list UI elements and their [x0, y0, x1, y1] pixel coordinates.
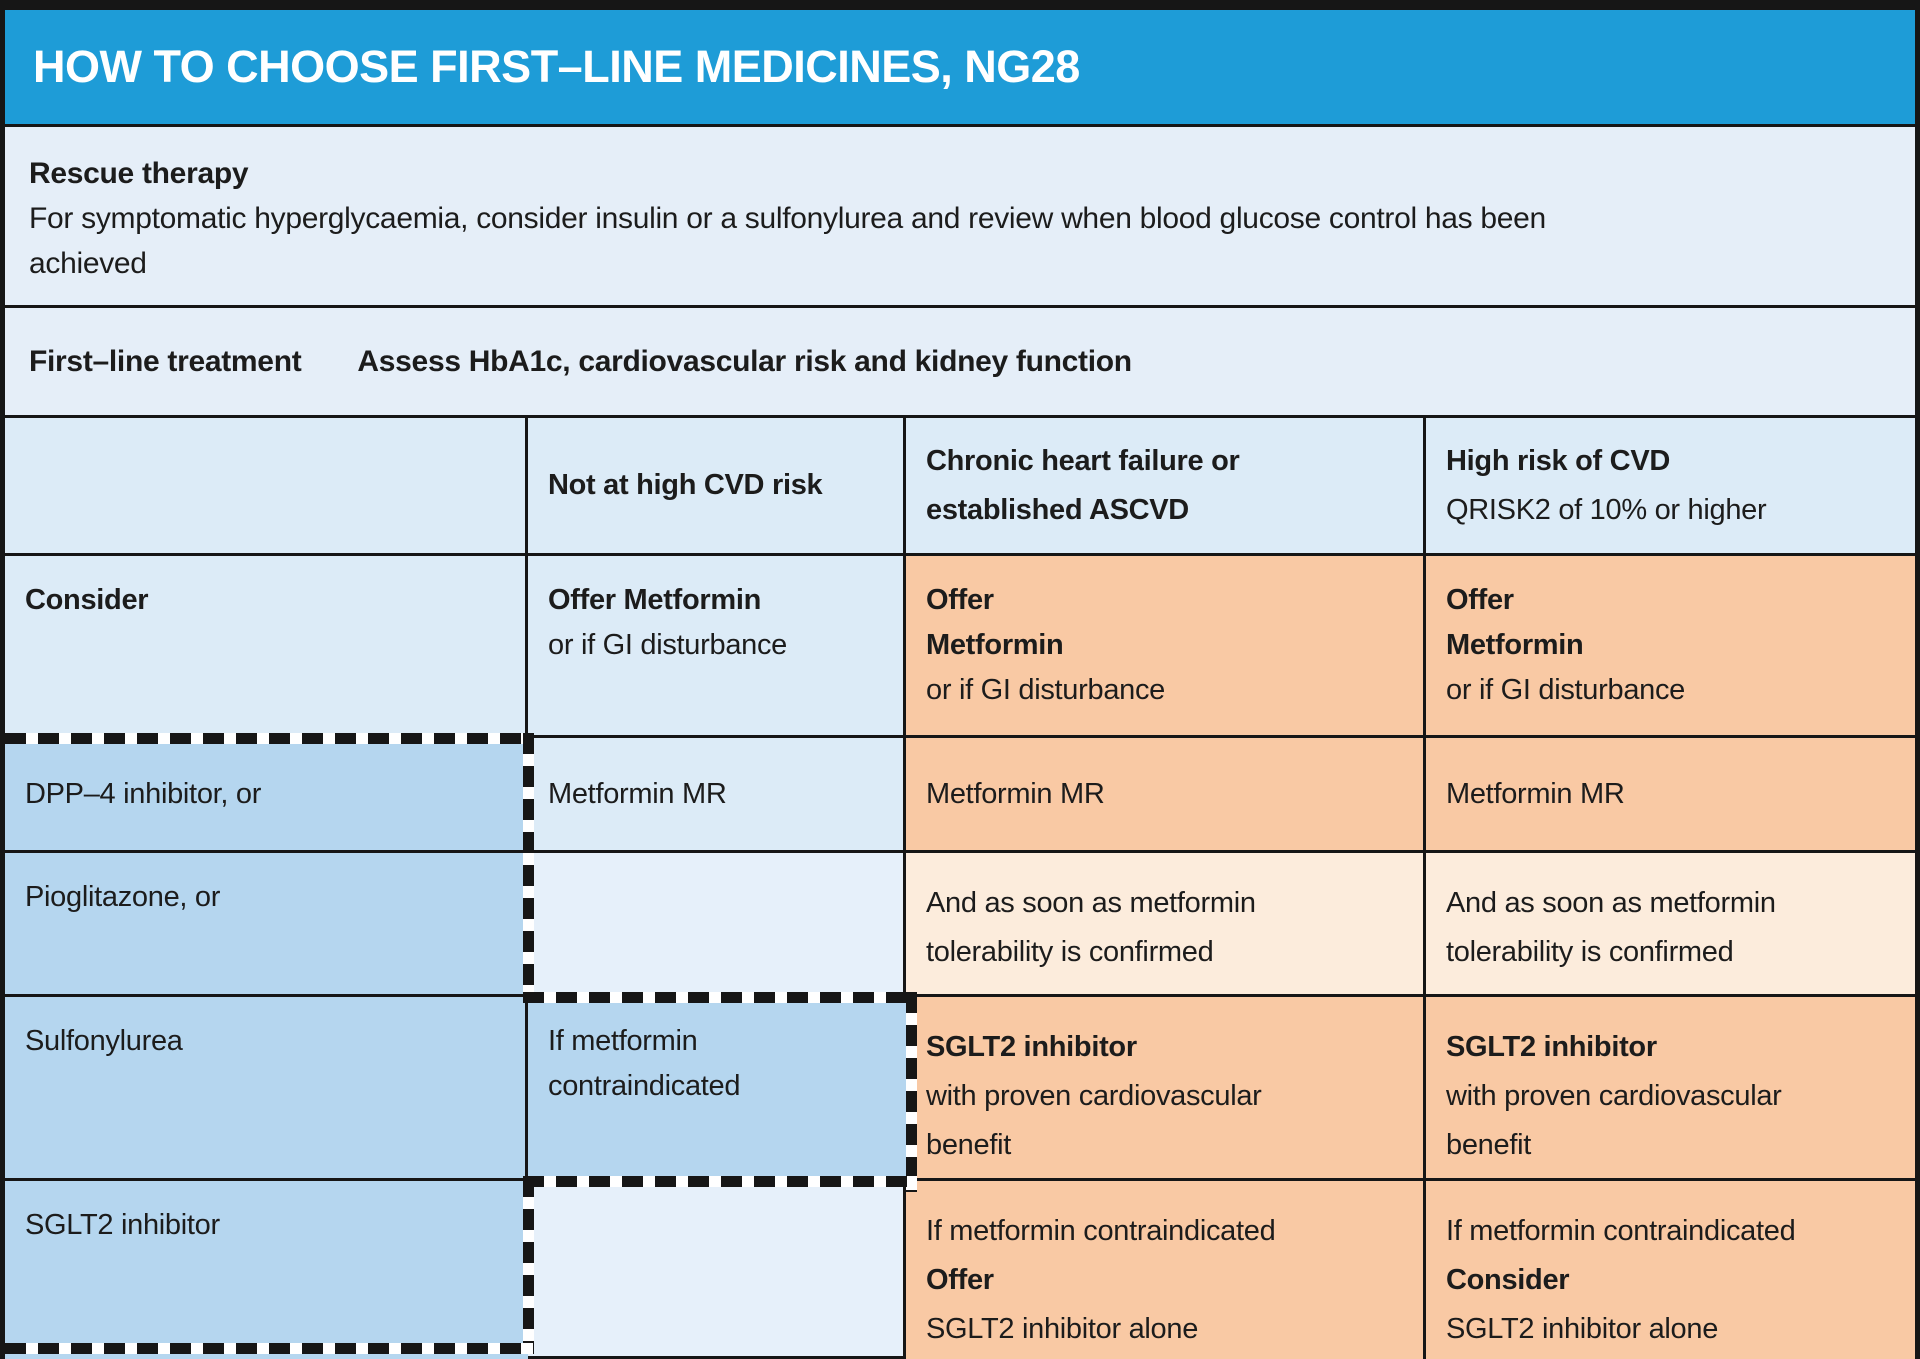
cell-dpp4-high: Metformin MR — [1426, 738, 1915, 853]
cell-sglt2-high: If metformin contraindicated Consider SG… — [1426, 1181, 1915, 1359]
first-line-heading: First–line treatment — [29, 344, 302, 378]
dashed-border-bottom-col1 — [5, 1343, 534, 1354]
header-cell-empty — [5, 418, 528, 556]
cell-dpp4-not-high: Metformin MR — [528, 738, 906, 853]
header-high-risk-cvd: High risk of CVD QRISK2 of 10% or higher — [1426, 418, 1915, 556]
first-line-subheading: Assess HbA1c, cardiovascular risk and ki… — [357, 344, 1132, 378]
header-not-high-cvd: Not at high CVD risk — [528, 418, 906, 556]
cell-dpp4-label: DPP–4 inhibitor, or — [5, 738, 528, 853]
rescue-heading: Rescue therapy — [29, 157, 249, 190]
cell-pio-not-high-empty — [528, 853, 906, 997]
cell-dpp4-chf: Metformin MR — [906, 738, 1426, 853]
cell-pio-label: Pioglitazone, or — [5, 853, 528, 997]
rescue-therapy-section: Rescue therapy For symptomatic hyperglyc… — [5, 127, 1915, 308]
header-chf-ascvd: Chronic heart failure or established ASC… — [906, 418, 1426, 556]
cell-sglt2-chf: If metformin contraindicated Offer SGLT2… — [906, 1181, 1426, 1359]
cell-consider-high: Offer Metformin or if GI disturbance — [1426, 556, 1915, 738]
cell-pio-chf: And as soon as metformin tolerability is… — [906, 853, 1426, 997]
dashed-border-vert-col1-col2-upper — [523, 733, 534, 1003]
cell-consider-label: Consider — [5, 556, 528, 738]
dashed-border-top-sglt2-col2 — [523, 1176, 917, 1187]
page-title: HOW TO CHOOSE FIRST–LINE MEDICINES, NG28 — [33, 41, 1080, 92]
dashed-border-vert-col2-col3 — [906, 992, 917, 1192]
cell-consider-chf: Offer Metformin or if GI disturbance — [906, 556, 1426, 738]
dashed-border-vert-col1-col2-lower — [523, 1176, 534, 1354]
dashed-border-top-col1 — [5, 733, 534, 744]
cell-sulf-not-high: If metformin contraindicated — [528, 997, 906, 1181]
title-bar: HOW TO CHOOSE FIRST–LINE MEDICINES, NG28 — [5, 10, 1915, 127]
first-line-section: First–line treatment Assess HbA1c, cardi… — [5, 308, 1915, 415]
cell-sglt2-not-high-empty — [528, 1181, 906, 1359]
cell-sglt2-label: SGLT2 inhibitor — [5, 1181, 528, 1359]
cell-pio-high: And as soon as metformin tolerability is… — [1426, 853, 1915, 997]
dashed-border-top-sulf-col2 — [523, 992, 917, 1003]
rescue-body: For symptomatic hyperglycaemia, consider… — [29, 202, 1546, 280]
cell-sulf-chf: SGLT2 inhibitor with proven cardiovascul… — [906, 997, 1426, 1181]
cell-consider-not-high: Offer Metformin or if GI disturbance — [528, 556, 906, 738]
cell-sulf-high: SGLT2 inhibitor with proven cardiovascul… — [1426, 997, 1915, 1181]
treatment-table: Not at high CVD risk Chronic heart failu… — [5, 415, 1915, 1359]
cell-sulf-label: Sulfonylurea — [5, 997, 528, 1181]
